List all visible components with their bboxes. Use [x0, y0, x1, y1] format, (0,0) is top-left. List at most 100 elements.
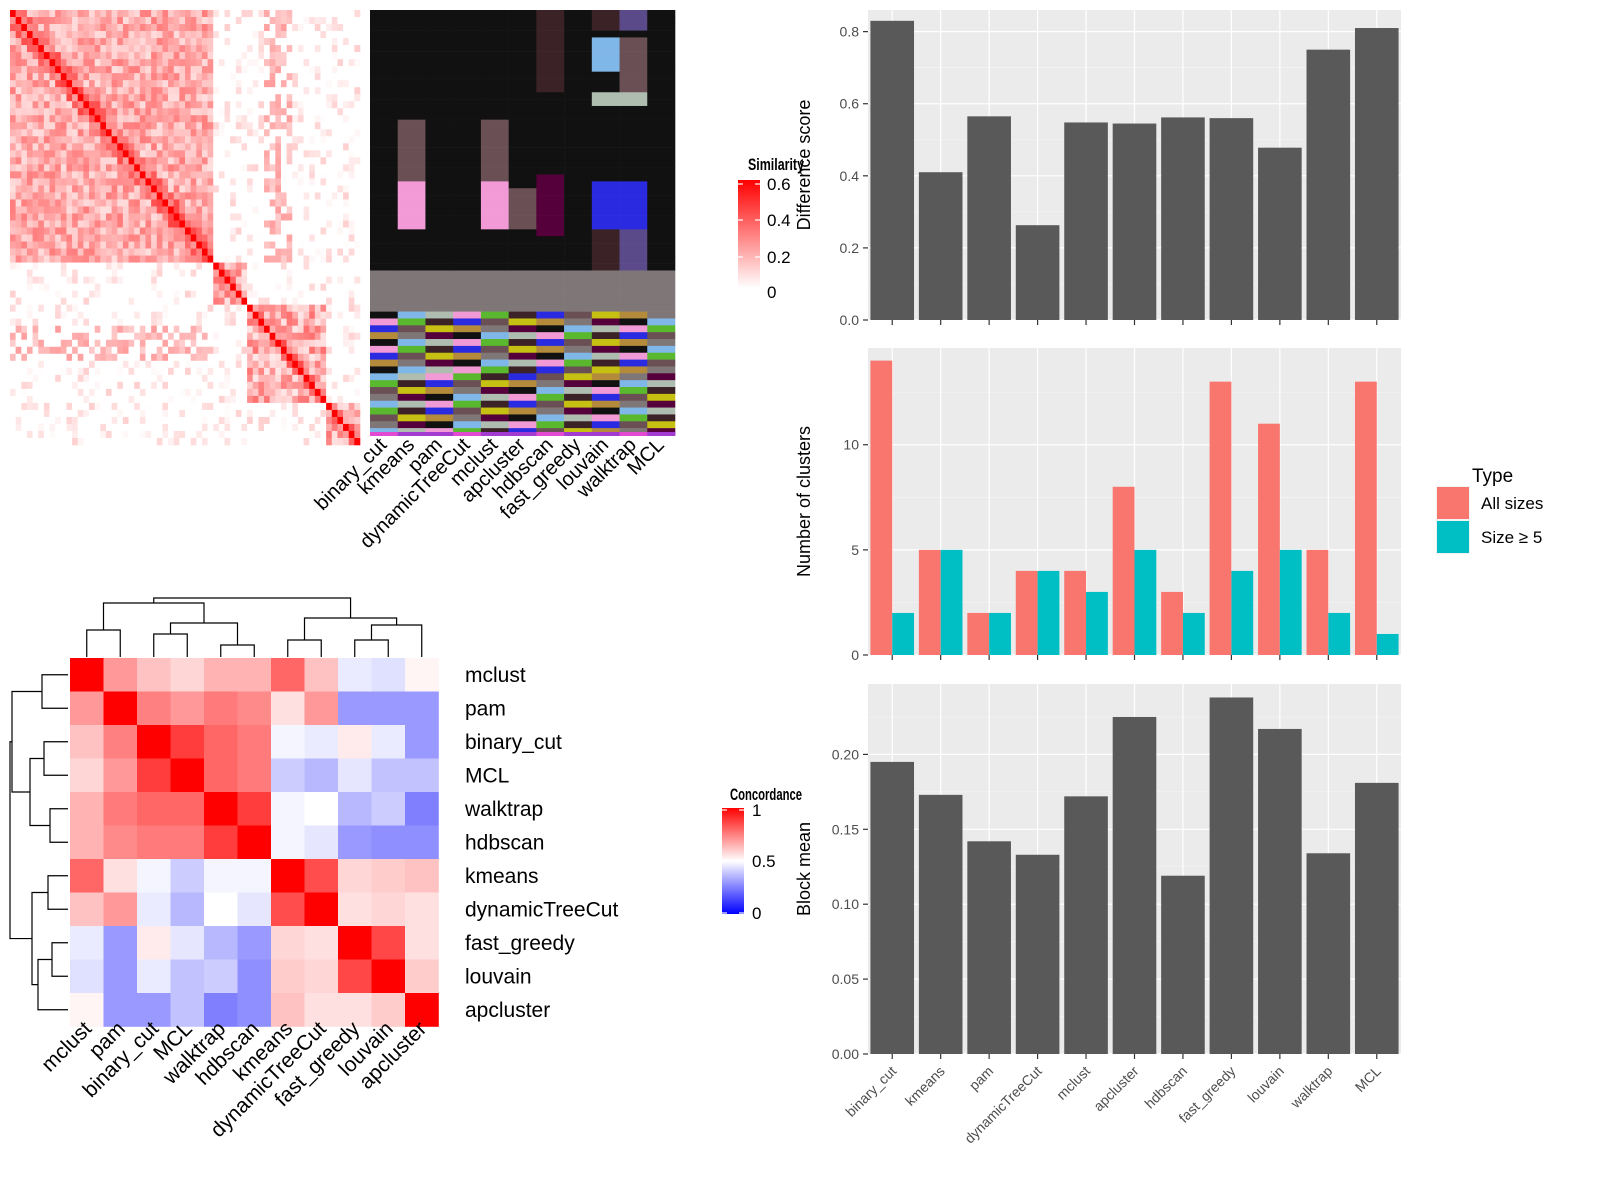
similarity-cell: [173, 437, 180, 446]
similarity-cell: [297, 234, 304, 242]
similarity-cell: [15, 269, 22, 277]
similarity-cell: [122, 171, 129, 179]
similarity-cell: [49, 367, 56, 376]
similarity-cell: [117, 192, 124, 200]
cluster-cell: [536, 277, 565, 285]
bar: [1112, 486, 1135, 655]
similarity-cell: [314, 339, 321, 348]
similarity-cell: [49, 234, 56, 242]
similarity-cell: [348, 262, 355, 270]
similarity-cell: [280, 262, 287, 270]
similarity-cell: [213, 248, 220, 256]
similarity-cell: [32, 87, 39, 95]
similarity-cell: [247, 416, 254, 425]
similarity-cell: [100, 248, 107, 256]
similarity-cell: [252, 416, 259, 425]
concordance-heatmap: mclustpambinary_cutMCLwalktraphdbscankme…: [37, 658, 618, 1142]
similarity-cell: [145, 318, 152, 327]
similarity-cell: [151, 346, 158, 355]
similarity-cell: [235, 360, 242, 369]
similarity-cell: [309, 164, 316, 172]
similarity-cell: [247, 136, 254, 144]
similarity-cell: [280, 150, 287, 158]
similarity-cell: [128, 325, 135, 334]
similarity-cell: [297, 45, 304, 53]
similarity-cell: [89, 220, 95, 228]
cluster-cell: [425, 414, 454, 422]
similarity-cell: [111, 388, 118, 397]
cluster-cell: [591, 311, 620, 319]
cluster-cell: [480, 44, 509, 52]
similarity-cell: [235, 101, 242, 109]
similarity-cell: [21, 199, 28, 207]
similarity-cell: [348, 227, 355, 235]
similarity-cell: [218, 115, 225, 123]
similarity-cell: [207, 206, 214, 214]
similarity-cell: [83, 199, 90, 207]
similarity-cell: [185, 206, 191, 214]
dendrogram-branch: [43, 741, 68, 776]
similarity-cell: [286, 52, 293, 60]
cluster-cell: [370, 366, 399, 374]
similarity-cell: [331, 122, 338, 130]
concordance-cell: [170, 859, 205, 893]
similarity-cell: [139, 332, 146, 341]
concordance-cell: [304, 959, 339, 994]
similarity-cell: [49, 80, 56, 88]
similarity-cell: [331, 38, 338, 46]
x-tick-label: apcluster: [1090, 1063, 1142, 1115]
similarity-cell: [89, 388, 95, 397]
similarity-cell: [252, 367, 259, 376]
cluster-cell: [564, 291, 593, 299]
similarity-cell: [49, 101, 56, 109]
similarity-cell: [309, 430, 316, 439]
similarity-cell: [354, 423, 361, 432]
similarity-cell: [343, 353, 350, 362]
similarity-cell: [128, 262, 135, 270]
similarity-cell: [247, 402, 254, 411]
similarity-cell: [105, 122, 112, 130]
similarity-cell: [122, 87, 129, 95]
similarity-cell: [297, 423, 304, 432]
similarity-cell: [139, 87, 146, 95]
similarity-cell: [343, 430, 350, 439]
similarity-cell: [173, 101, 180, 109]
similarity-cell: [117, 129, 124, 137]
similarity-cell: [201, 353, 208, 362]
similarity-cell: [331, 150, 338, 158]
similarity-cell: [309, 24, 316, 32]
cluster-cell: [536, 432, 565, 436]
similarity-cell: [43, 332, 50, 341]
similarity-cell: [10, 437, 16, 446]
similarity-cell: [145, 213, 152, 221]
similarity-cell: [185, 374, 191, 383]
cluster-cell: [647, 160, 676, 168]
similarity-cell: [38, 409, 45, 418]
cluster-cell: [591, 64, 620, 72]
similarity-cell: [269, 24, 276, 32]
similarity-cell: [156, 248, 163, 256]
similarity-cell: [77, 17, 84, 25]
similarity-cell: [26, 157, 33, 165]
cluster-cell: [564, 208, 593, 216]
similarity-cell: [49, 241, 56, 249]
y-axis-title: Difference score: [794, 100, 814, 231]
concordance-cell: [271, 926, 305, 960]
similarity-cell: [247, 164, 254, 172]
similarity-cell: [38, 213, 45, 221]
similarity-cell: [128, 52, 135, 60]
similarity-cell: [21, 80, 28, 88]
similarity-cell: [139, 255, 146, 263]
similarity-cell: [168, 388, 175, 397]
concordance-cell: [170, 691, 205, 726]
similarity-cell: [303, 150, 310, 158]
similarity-cell: [286, 346, 293, 355]
similarity-cell: [331, 409, 338, 418]
similarity-cell: [309, 192, 316, 200]
similarity-cell: [151, 38, 158, 46]
similarity-cell: [309, 206, 316, 214]
similarity-cell: [122, 80, 129, 88]
similarity-cell: [297, 31, 304, 39]
cluster-cell: [425, 243, 454, 251]
similarity-cell: [196, 318, 203, 327]
